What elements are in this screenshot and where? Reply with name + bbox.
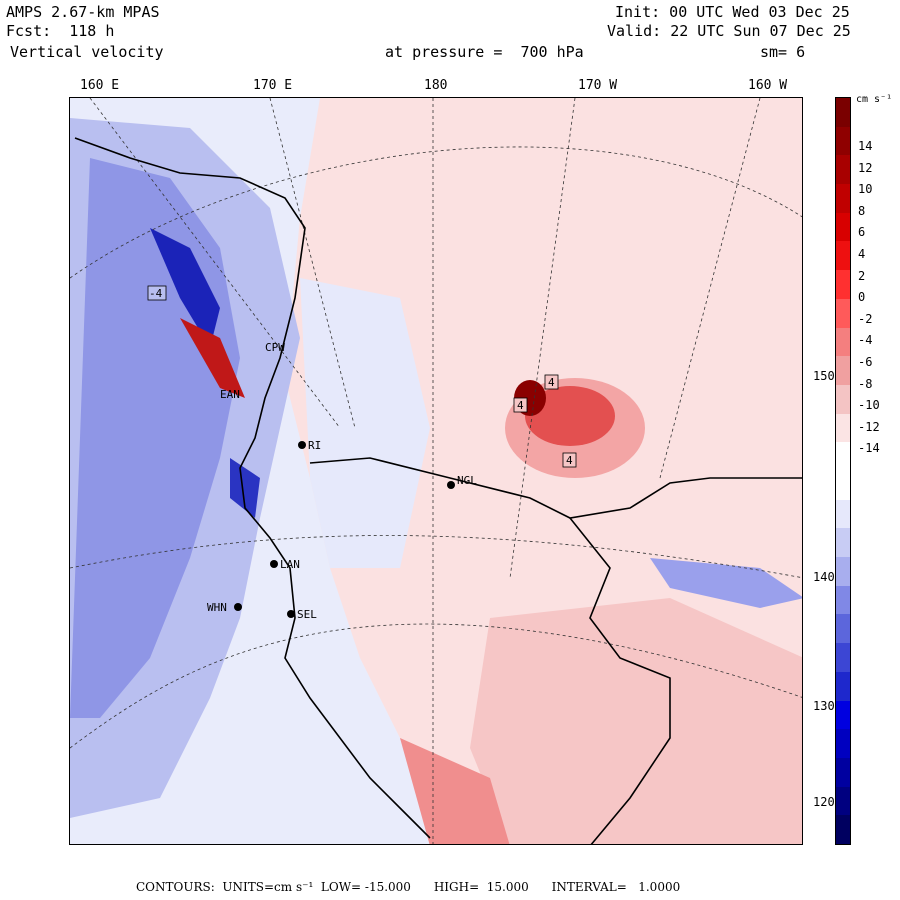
coastal-updraft <box>400 738 510 844</box>
contour-label: 4 <box>548 376 555 389</box>
colorbar-unit: cm s⁻¹ <box>856 94 893 105</box>
colorbar-tick-label: 14 <box>858 139 873 153</box>
colorbar-segment <box>836 614 850 644</box>
colorbar-segment <box>836 585 850 615</box>
colorbar-tick-label: 0 <box>858 290 866 305</box>
colorbar-tick-label: -2 <box>858 311 873 326</box>
colorbar-segment <box>836 155 850 185</box>
colorbar-segment <box>836 815 850 845</box>
colorbar-segment <box>836 442 850 472</box>
colorbar-segment <box>836 270 850 300</box>
colorbar-segment <box>836 98 850 128</box>
station-label-whn: WHN <box>207 601 227 614</box>
init-time: Init: 00 UTC Wed 03 Dec 25 <box>615 3 850 21</box>
colorbar-segment <box>836 241 850 271</box>
colorbar-segment <box>836 729 850 759</box>
station-dot[interactable] <box>447 481 455 489</box>
variable-name: Vertical velocity <box>10 43 164 61</box>
station-label-sel: SEL <box>297 608 317 621</box>
station-label-ngl: NGL <box>457 474 477 487</box>
station-dot[interactable] <box>234 603 242 611</box>
lon-label: 160 W <box>748 78 788 93</box>
contour-label: 4 <box>517 399 524 412</box>
lon-label: 170 W <box>578 78 618 93</box>
contour-label: 4 <box>566 454 573 467</box>
station-dot[interactable] <box>298 441 306 449</box>
colorbar-tick-label: 10 <box>858 182 873 197</box>
contour-label: -4 <box>149 287 163 300</box>
colorbar-segment <box>836 327 850 357</box>
colorbar-tick-label: 4 <box>858 247 866 261</box>
coastline <box>74 137 802 844</box>
contour-info: CONTOURS: UNITS=cm s⁻¹ LOW= -15.000 HIGH… <box>136 880 681 894</box>
lon-label: 160 E <box>80 78 120 93</box>
colorbar-tick-label: 8 <box>858 203 866 218</box>
colorbar-tick-label: -12 <box>858 419 880 434</box>
colorbar-segment <box>836 384 850 415</box>
strong-downdraft <box>150 228 220 348</box>
colorbar-segment <box>836 499 850 529</box>
graticule <box>70 98 802 844</box>
colorbar-segment <box>836 413 850 443</box>
forecast-hour: Fcst: 118 h <box>6 22 115 40</box>
lon-label: 170 E <box>253 78 293 93</box>
colorbar-tick-label: 6 <box>858 225 866 240</box>
colorbar-tick-label: -14 <box>858 441 880 456</box>
colorbar-tick-label: -8 <box>858 376 873 391</box>
colorbar-tick-label: -4 <box>858 333 873 348</box>
colorbar-segment <box>836 671 850 702</box>
colorbar-segment <box>836 471 850 501</box>
smoothing-value: sm= 6 <box>760 43 806 61</box>
pressure-level: at pressure = 700 hPa <box>385 43 584 61</box>
stations <box>234 441 455 618</box>
station-label-lan: LAN <box>280 558 300 571</box>
colorbar-tick-label: -10 <box>858 398 880 413</box>
colorbar-segment <box>836 528 850 558</box>
colorbar-segment <box>836 643 850 673</box>
station-label-ri: RI <box>308 439 321 452</box>
station-label-ean: EAN <box>220 388 240 401</box>
colorbar-segment <box>836 184 850 214</box>
eastern-downdraft <box>650 558 802 608</box>
colorbar <box>835 97 851 845</box>
colorbar-segment <box>836 700 850 730</box>
colorbar-tick-label: 2 <box>858 268 866 283</box>
valid-time: Valid: 22 UTC Sun 07 Dec 25 <box>607 22 851 40</box>
neutral-region <box>300 278 430 568</box>
strong-updraft <box>180 318 245 398</box>
lon-label: 180 <box>424 78 448 93</box>
station-dot[interactable] <box>270 560 278 568</box>
colorbar-segment <box>836 786 850 816</box>
colorbar-segment <box>836 298 850 329</box>
map-field-svg: RI NGL LAN WHN SEL CPW EAN 4 4 4 -4 <box>70 98 802 844</box>
model-title: AMPS 2.67-km MPAS <box>6 3 160 21</box>
colorbar-segment <box>836 126 850 156</box>
updraft-core <box>525 386 615 446</box>
downdraft-cell <box>230 458 260 518</box>
colorbar-segment <box>836 212 850 242</box>
vertical-velocity-map[interactable]: RI NGL LAN WHN SEL CPW EAN 4 4 4 -4 <box>69 97 803 845</box>
colorbar-tick-label: 12 <box>858 160 873 175</box>
colorbar-segment <box>836 757 850 788</box>
station-dot[interactable] <box>287 610 295 618</box>
colorbar-tick-label: -6 <box>858 355 873 369</box>
station-label-cpw: CPW <box>265 341 285 354</box>
southern-updraft <box>470 598 802 844</box>
colorbar-segment <box>836 356 850 386</box>
colorbar-segment <box>836 557 850 587</box>
